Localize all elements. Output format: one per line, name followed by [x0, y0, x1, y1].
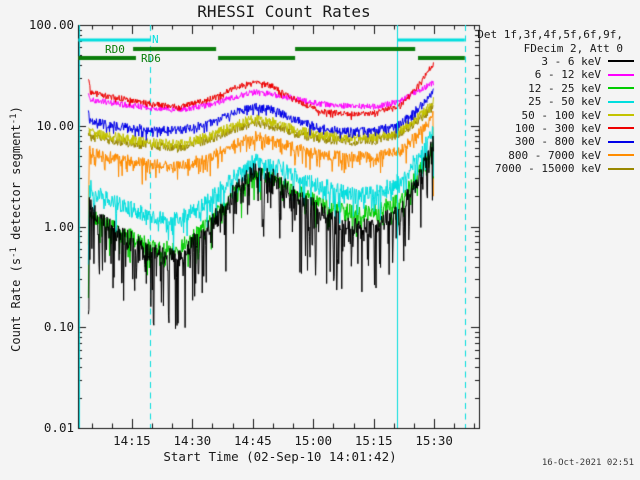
- x-tick-label: 14:15: [113, 433, 151, 448]
- legend-entry-label: 100 - 300 keV: [514, 121, 601, 135]
- legend-entry: 7000 - 15000 keV: [462, 162, 634, 175]
- y-tick-label: 100.00: [28, 17, 74, 32]
- legend-entry: 12 - 25 keV: [462, 82, 634, 95]
- rd0-flag-label: RD0: [105, 43, 125, 56]
- x-tick-label: 14:30: [173, 433, 212, 448]
- legend-color-line: [608, 73, 634, 76]
- legend-entry-label: 800 - 7000 keV: [508, 148, 601, 162]
- legend-entry-label: 3 - 6 keV: [541, 54, 601, 68]
- legend-color-line: [608, 60, 634, 63]
- legend-entry-label: 25 - 50 keV: [528, 95, 601, 109]
- legend-header: Det 1f,3f,4f,5f,6f,9f,: [462, 28, 634, 41]
- legend-header-text: Det 1f,3f,4f,5f,6f,9f,: [477, 28, 623, 42]
- y-axis-title-text: Count Rate (s: [9, 257, 23, 352]
- x-tick-label: 14:45: [233, 433, 272, 448]
- night-flag-label: N: [152, 33, 159, 46]
- legend-color-line: [608, 167, 634, 170]
- y-tick-label: 0.01: [43, 420, 74, 435]
- legend-entry: 300 - 800 keV: [462, 135, 634, 148]
- legend-entry: 6 - 12 keV: [462, 68, 634, 81]
- legend-entry: 3 - 6 keV: [462, 55, 634, 68]
- legend-color-line: [608, 154, 634, 157]
- creation-timestamp: 16-Oct-2021 02:51: [541, 458, 634, 468]
- legend-entry-label: 7000 - 15000 keV: [495, 162, 601, 176]
- x-tick-label: 15:30: [415, 433, 453, 448]
- legend-color-line: [608, 114, 634, 117]
- legend-entry-label: 50 - 100 keV: [521, 108, 601, 122]
- legend-color-line: [608, 100, 634, 103]
- legend-entry-label: 12 - 25 keV: [528, 81, 601, 95]
- y-tick-label: 0.10: [43, 319, 74, 335]
- x-axis-title: Start Time (02-Sep-10 14:01:42): [163, 449, 397, 464]
- legend-header-text: FDecim 2, Att 0: [523, 41, 623, 55]
- legend-color-line: [608, 127, 634, 130]
- legend-color-line: [608, 140, 634, 143]
- legend-entry-label: 300 - 800 keV: [514, 135, 601, 149]
- legend-entry: 100 - 300 keV: [462, 122, 634, 135]
- legend-entry: 800 - 7000 keV: [462, 149, 634, 162]
- chart-title: RHESSI Count Rates: [197, 2, 371, 21]
- rd6-flag-label: RD6: [141, 52, 161, 65]
- legend-entry: 25 - 50 keV: [462, 95, 634, 108]
- y-axis-title-text: ): [9, 106, 23, 114]
- x-tick-label: 15:00: [294, 433, 333, 448]
- y-tick-label: 10.00: [36, 117, 74, 133]
- legend-header: FDecim 2, Att 0: [462, 41, 634, 55]
- legend-entry: 50 - 100 keV: [462, 108, 634, 122]
- legend-color-line: [608, 87, 634, 90]
- y-tick-label: 1.00: [43, 218, 74, 234]
- y-axis-title-sup: -1: [9, 247, 19, 258]
- x-tick-label: 15:15: [354, 433, 393, 448]
- legend-entry-label: 6 - 12 keV: [534, 68, 601, 82]
